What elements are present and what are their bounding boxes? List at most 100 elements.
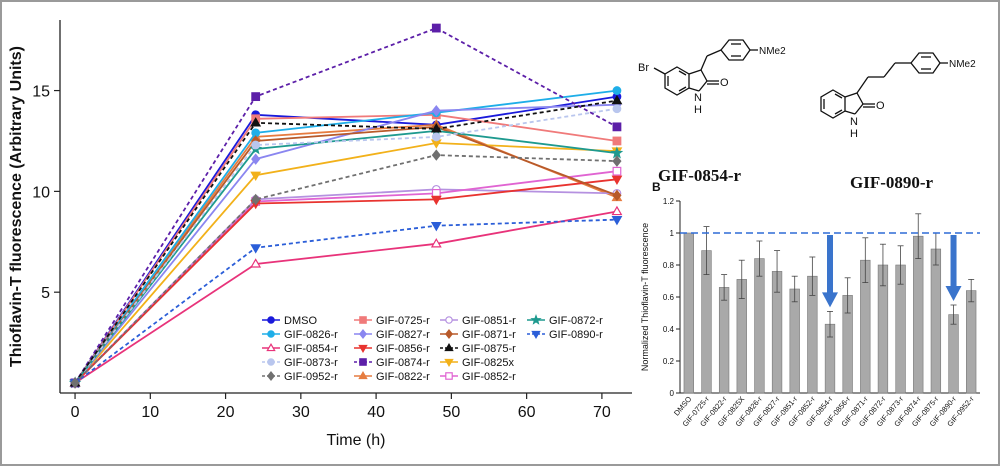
data-point: [612, 166, 622, 176]
series-line: [74, 113, 618, 384]
data-point: [430, 123, 442, 133]
data-point: [431, 105, 441, 117]
series-gif-0952-r: [70, 149, 622, 389]
bar: [754, 258, 765, 394]
panel-label: B: [652, 180, 661, 194]
x-tick-label: 70: [593, 404, 611, 421]
series-line: [74, 142, 617, 384]
y-tick-label: 0.8: [663, 261, 675, 270]
data-point: [251, 140, 261, 150]
legend-label: GIF-0871-r: [462, 329, 516, 341]
legend-label: GIF-0851-r: [462, 315, 516, 327]
bar: [683, 232, 694, 394]
arrow-head: [945, 286, 962, 301]
legend: DMSO GIF-0826-r GIF-0854-r GIF-0873-r GIF-09…: [262, 314, 603, 383]
data-point: [431, 23, 441, 33]
atom-hydrogen: H: [694, 104, 702, 116]
legend-label: GIF-0825x: [462, 357, 514, 369]
legend-label: GIF-0872-r: [549, 315, 603, 327]
highlight-arrow: [945, 235, 962, 301]
y-tick-label: 0.2: [663, 357, 675, 366]
series-line: [74, 129, 618, 384]
data-point: [267, 316, 275, 324]
data-point: [444, 342, 454, 352]
data-point: [611, 94, 623, 105]
series-line: [74, 154, 617, 384]
data-point: [612, 122, 622, 132]
series-line: [74, 27, 618, 384]
legend-label: GIF-0874-r: [376, 357, 430, 369]
data-point: [611, 205, 623, 216]
arrow-head: [822, 292, 838, 308]
series-line: [74, 210, 618, 384]
series-line: [74, 178, 617, 384]
data-point: [267, 330, 275, 338]
series-gif-0725-r: [70, 110, 622, 388]
legend-label: GIF-0822-r: [376, 371, 430, 383]
atom-oxygen: O: [876, 100, 885, 112]
atom-nitrogen: N: [850, 116, 858, 128]
data-point: [266, 342, 276, 352]
data-point: [610, 146, 624, 159]
time-course-line-chart: 0 10 20 30 40 50 60 70 5 10 15 Time (h) Thioflavin-T…: [8, 20, 632, 449]
series-line: [74, 188, 617, 384]
data-point: [251, 153, 261, 165]
legend-label: GIF-0873-r: [284, 357, 338, 369]
nme2-group: NMe2: [949, 59, 976, 70]
series-line: [74, 95, 618, 384]
y-tick-label: 0: [670, 389, 675, 398]
series-line: [74, 218, 617, 384]
data-point: [612, 155, 622, 167]
series-line: [74, 125, 618, 384]
x-tick-label: 50: [442, 404, 460, 421]
highlight-arrow: [822, 235, 838, 308]
data-point: [530, 314, 542, 325]
data-point: [611, 175, 623, 186]
series-line: [74, 107, 618, 384]
data-point: [250, 171, 262, 182]
data-point: [250, 244, 262, 254]
data-point: [612, 104, 622, 114]
data-point: [267, 371, 275, 381]
legend-label: GIF-0725-r: [376, 315, 430, 327]
series-line: [74, 89, 618, 384]
data-point: [430, 238, 442, 248]
compound-name-gif-0854-r: GIF-0854-r: [658, 166, 742, 185]
data-point: [250, 117, 262, 127]
x-tick-label: 20: [217, 404, 235, 421]
data-point: [430, 195, 442, 206]
data-point: [358, 370, 368, 380]
legend-label: DMSO: [284, 315, 317, 327]
legend-label: GIF-0952-r: [284, 371, 338, 383]
x-tick-label: 40: [367, 404, 385, 421]
series-gif-0890-r: [69, 215, 623, 389]
y-tick-label: 1.2: [663, 197, 675, 206]
legend-label: GIF-0856-r: [376, 343, 430, 355]
arrow-shaft: [827, 235, 833, 294]
data-point: [612, 189, 622, 202]
data-point: [431, 132, 441, 142]
structure-gif-0890-r: O N H NMe2: [820, 52, 976, 140]
legend-label: GIF-0890-r: [549, 329, 603, 341]
data-point: [70, 377, 80, 389]
atom-br: Br: [638, 62, 649, 74]
data-point: [612, 136, 622, 146]
bar: [966, 290, 977, 394]
series-gif-0871-r: [70, 121, 622, 389]
y-tick-label: 15: [32, 84, 50, 101]
x-axis-title: Time (h): [327, 432, 386, 449]
compound-name-gif-0890-r: GIF-0890-r: [850, 173, 934, 192]
data-point: [267, 358, 275, 366]
bar: [718, 287, 730, 394]
bar: [930, 248, 942, 394]
legend-label: GIF-0826-r: [284, 329, 338, 341]
atom-oxygen: O: [720, 77, 729, 89]
data-point: [359, 329, 367, 339]
y-tick-label: 0.6: [663, 293, 675, 302]
series-gif-0854-r: [69, 205, 623, 387]
data-point: [430, 222, 442, 232]
legend-label: GIF-0852-r: [462, 371, 516, 383]
bar: [913, 235, 924, 394]
atom-hydrogen: H: [850, 128, 858, 140]
legend-label: GIF-0875-r: [462, 343, 516, 355]
